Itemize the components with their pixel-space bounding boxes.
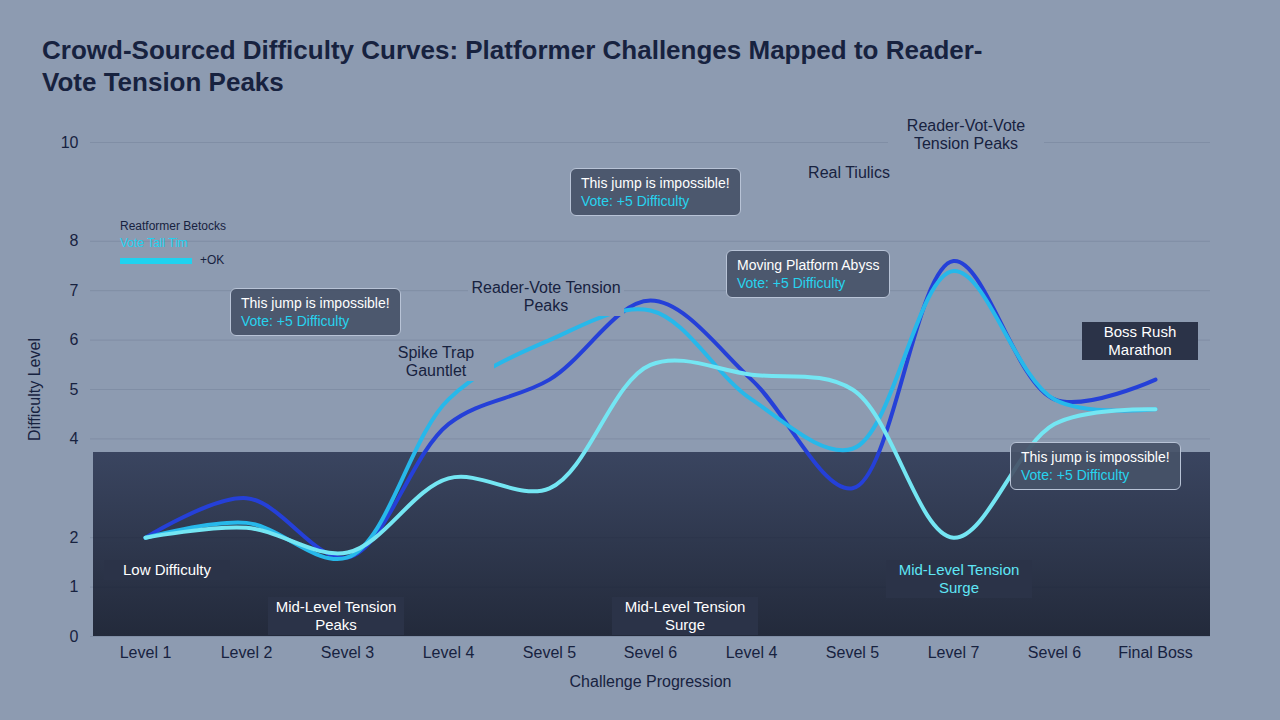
html-text:Vote Tall Tim: Vote Tall Tim [120,236,188,250]
html-text:Vote: +5 Difficulty: Vote: +5 Difficulty [241,313,350,329]
svg-text:Challenge Progression: Challenge Progression [570,673,732,690]
svg-text:Final Boss: Final Boss [1118,644,1193,661]
svg-text:Sevel 6: Sevel 6 [1028,644,1081,661]
html-text:Mid-Level Tension Peaks: Mid-Level Tension Peaks [275,598,397,633]
html-text:Real Tiulics: Real Tiulics [808,164,890,181]
html-text:Reatformer Betocks: Reatformer Betocks [120,219,226,233]
svg-text:6: 6 [70,331,79,348]
svg-text:7: 7 [70,282,79,299]
svg-text:0: 0 [70,628,79,645]
svg-text:Level 4: Level 4 [423,644,475,661]
svg-text:4: 4 [70,430,79,447]
html-text:Boss Rush Marathon: Boss Rush Marathon [1103,323,1177,358]
svg-text:1: 1 [70,578,79,595]
html-text:Low Difficulty: Low Difficulty [123,561,211,578]
svg-text:10: 10 [61,134,79,151]
html-text:This jump is impossible!: This jump is impossible! [1021,449,1170,465]
html-text:Mid-Level Tension Surge: Mid-Level Tension Surge [624,598,746,633]
html-text:Moving Platform Abyss: Moving Platform Abyss [737,257,880,273]
svg-text:Sevel 5: Sevel 5 [523,644,576,661]
html-text:This jump is impossible!: This jump is impossible! [581,175,730,191]
html-text:Crowd-Sourced Difficulty Curve: Crowd-Sourced Difficulty Curves: Platfor… [42,35,983,97]
svg-text:Difficulty Level: Difficulty Level [26,338,43,441]
html-text:Reader-Vote Tension Peaks: Reader-Vote Tension Peaks [471,279,621,314]
svg-text:Level 1: Level 1 [120,644,172,661]
svg-text:Sevel 6: Sevel 6 [624,644,677,661]
svg-text:Sevel 5: Sevel 5 [826,644,879,661]
svg-text:5: 5 [70,381,79,398]
svg-text:Level 7: Level 7 [928,644,980,661]
svg-text:2: 2 [70,529,79,546]
html-text:Spike Trap Gauntlet: Spike Trap Gauntlet [397,344,475,379]
html-text:+OK: +OK [200,253,225,267]
svg-text:Sevel 3: Sevel 3 [321,644,374,661]
html-text:Vote: +5 Difficulty: Vote: +5 Difficulty [581,193,690,209]
html-text:Mid-Level Tension Surge: Mid-Level Tension Surge [898,561,1020,596]
svg-text:8: 8 [70,232,79,249]
html-text:Vote: +5 Difficulty: Vote: +5 Difficulty [1021,467,1130,483]
html-text:Vote: +5 Difficulty: Vote: +5 Difficulty [737,275,846,291]
html-text:Reader-Vot-Vote Tension Peaks: Reader-Vot-Vote Tension Peaks [906,117,1026,152]
html-text:This jump is impossible!: This jump is impossible! [241,295,390,311]
svg-text:Level 4: Level 4 [726,644,778,661]
svg-text:Level 2: Level 2 [221,644,273,661]
